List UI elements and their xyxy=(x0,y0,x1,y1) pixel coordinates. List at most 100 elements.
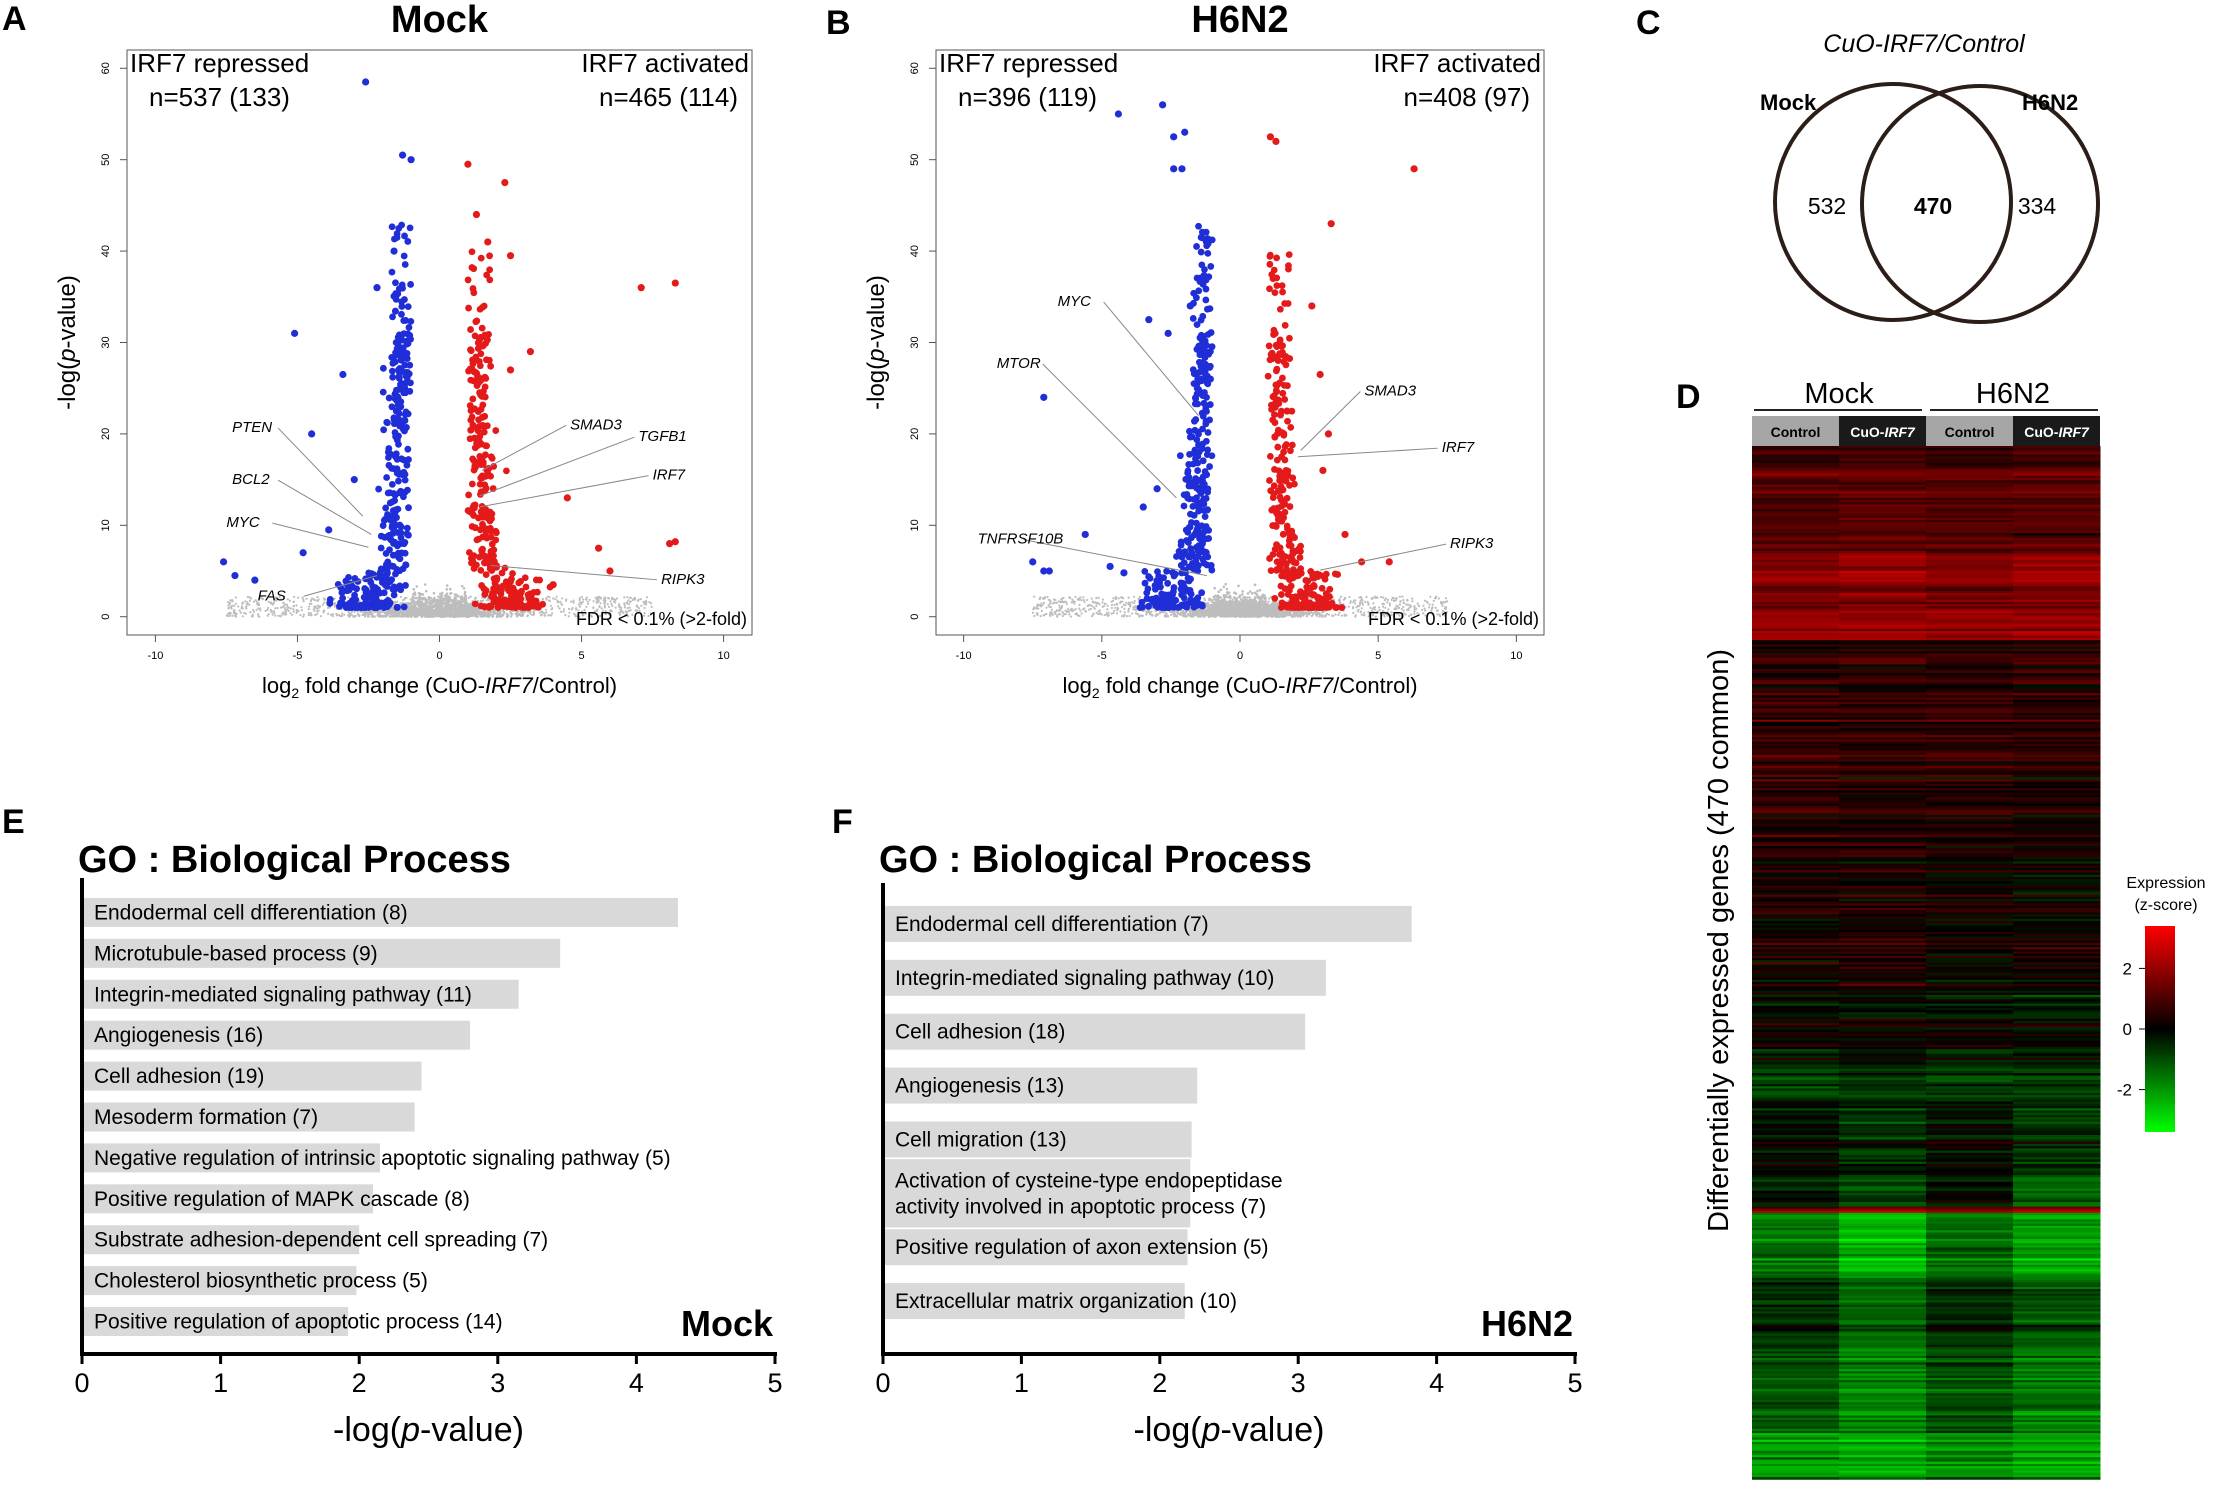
activated-point xyxy=(484,238,492,246)
null-point xyxy=(1086,598,1089,602)
repressed-point xyxy=(398,221,406,229)
null-point xyxy=(1246,592,1250,595)
null-point xyxy=(399,595,403,598)
null-point xyxy=(595,597,598,601)
null-point xyxy=(581,598,585,601)
repressed-point xyxy=(388,223,396,231)
null-point xyxy=(429,606,432,609)
repressed-point xyxy=(393,436,401,444)
null-point xyxy=(418,607,421,610)
repressed-point xyxy=(406,361,414,369)
null-point xyxy=(289,612,292,615)
null-point xyxy=(438,602,441,605)
null-point xyxy=(489,610,493,614)
activated-point xyxy=(474,339,482,347)
null-point xyxy=(448,596,452,599)
null-point xyxy=(289,607,292,610)
null-point xyxy=(482,612,485,615)
null-point xyxy=(449,598,452,601)
null-point xyxy=(623,604,626,607)
null-point xyxy=(464,606,467,609)
null-point xyxy=(425,603,428,606)
null-point xyxy=(555,595,558,598)
null-point xyxy=(444,594,447,597)
null-point xyxy=(588,598,591,601)
null-point xyxy=(544,614,547,617)
null-point xyxy=(539,614,543,617)
null-point xyxy=(1271,614,1275,618)
y-tick-label: 40 xyxy=(909,245,921,257)
null-point xyxy=(1096,601,1099,604)
null-point xyxy=(413,591,417,594)
null-point xyxy=(406,605,410,609)
null-point xyxy=(1345,614,1348,617)
null-point xyxy=(233,604,236,607)
activated-point xyxy=(473,439,481,447)
activated-point xyxy=(477,254,485,262)
null-point xyxy=(328,606,332,609)
repressed-point xyxy=(395,477,402,485)
null-point xyxy=(333,603,336,606)
repressed-point xyxy=(390,591,398,599)
null-point xyxy=(542,611,545,614)
null-point xyxy=(1331,614,1335,618)
activated-point xyxy=(470,502,478,509)
null-point xyxy=(1321,614,1324,617)
repressed-point xyxy=(380,426,388,434)
null-point xyxy=(1065,602,1068,606)
null-point xyxy=(420,592,423,596)
null-point xyxy=(1210,605,1213,608)
null-point xyxy=(572,601,575,604)
null-point xyxy=(1352,605,1355,609)
null-point xyxy=(284,603,287,606)
activated-point xyxy=(508,591,515,599)
null-point xyxy=(371,612,374,615)
null-point xyxy=(309,612,313,615)
null-point xyxy=(248,599,252,602)
null-point xyxy=(1163,614,1166,617)
null-point xyxy=(598,605,601,609)
null-point xyxy=(1233,591,1236,594)
activated-point xyxy=(486,252,493,260)
activated-point xyxy=(492,427,500,434)
null-point xyxy=(464,600,468,603)
null-point xyxy=(329,613,333,616)
repressed-point xyxy=(407,281,414,288)
null-point xyxy=(266,608,269,611)
repressed-point xyxy=(397,534,405,542)
x-axis-label: log2 fold change (CuO-IRF7/Control) xyxy=(262,673,617,701)
null-point xyxy=(463,596,467,599)
repressed-point xyxy=(308,430,316,438)
null-point xyxy=(239,611,242,614)
null-point xyxy=(231,600,234,603)
null-point xyxy=(234,612,237,615)
null-point xyxy=(1036,603,1039,606)
null-point xyxy=(1384,597,1387,600)
null-point xyxy=(244,612,247,615)
null-point xyxy=(367,614,370,617)
activated-point xyxy=(495,597,502,605)
null-point xyxy=(316,610,319,613)
null-point xyxy=(578,601,581,604)
null-point xyxy=(597,599,600,603)
null-point xyxy=(557,601,560,604)
null-point xyxy=(643,614,646,617)
null-point xyxy=(575,607,578,610)
repressed-point xyxy=(339,600,347,608)
null-point xyxy=(1237,614,1240,617)
activated-point xyxy=(504,581,512,589)
null-point xyxy=(560,603,564,606)
null-point xyxy=(252,608,255,611)
null-point xyxy=(270,601,273,604)
null-point xyxy=(323,601,326,604)
null-point xyxy=(445,610,448,613)
null-point xyxy=(423,610,426,613)
activated-point xyxy=(482,451,489,459)
null-point xyxy=(510,615,513,618)
null-point xyxy=(1352,611,1355,615)
null-point xyxy=(226,615,229,618)
null-point xyxy=(604,596,607,599)
null-point xyxy=(1233,613,1236,617)
null-point xyxy=(282,601,285,605)
null-point xyxy=(1241,607,1244,611)
